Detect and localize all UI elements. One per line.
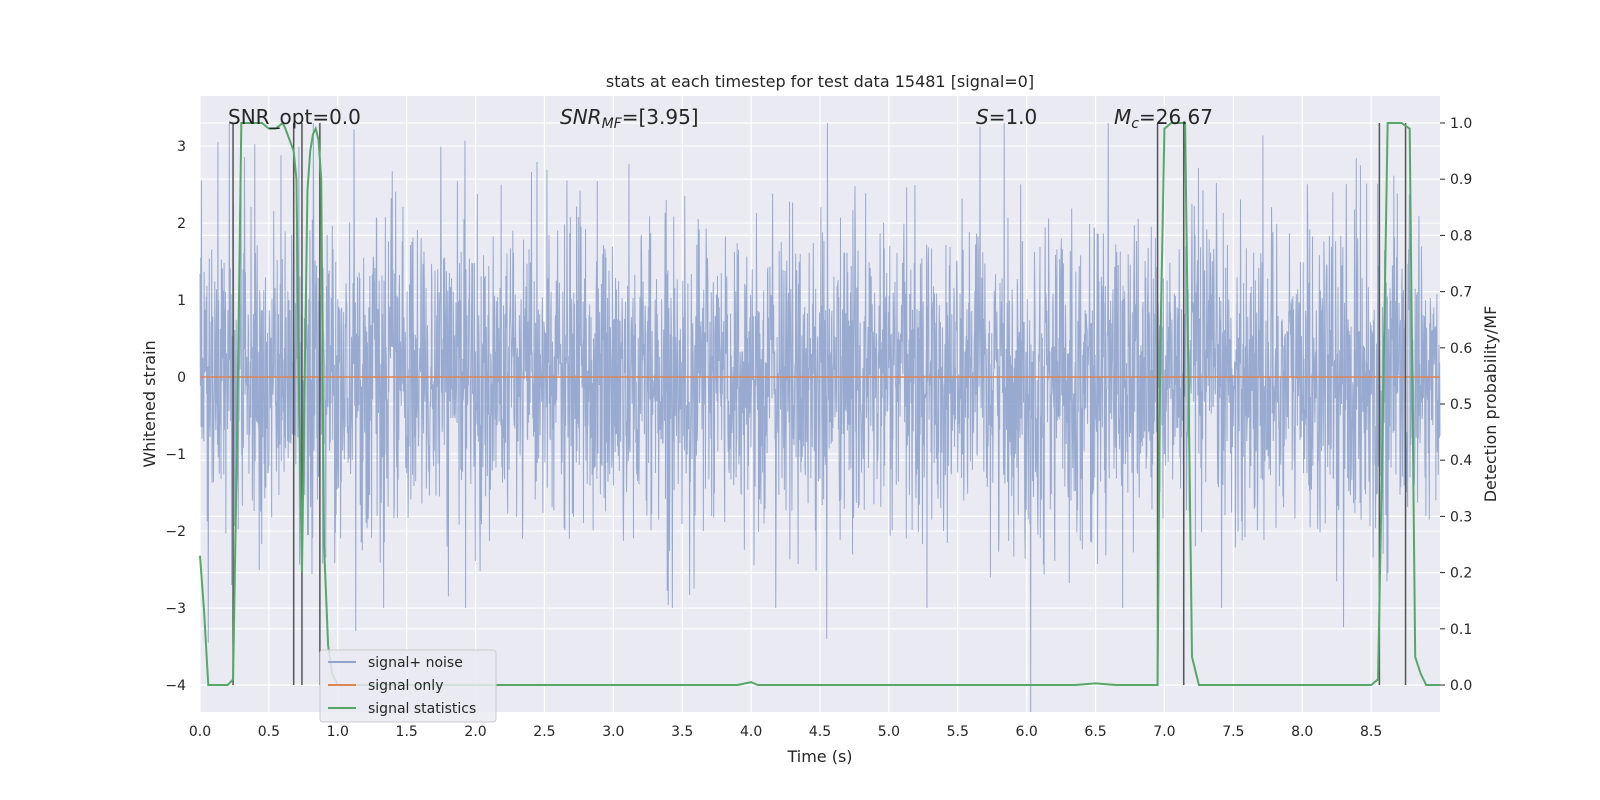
x-tick-label: 8.5 [1360,724,1382,740]
vertical-markers [232,122,1407,686]
y2-tick-label: 0.3 [1450,509,1472,525]
x-axis-ticks: 0.0 0.5 1.0 1.5 2.0 2.5 3.0 3.5 4.0 4.5 5.0 5.5 6.0 6… [189,724,1382,740]
x-axis-label: Time (s) [786,747,852,766]
series-signal-plus-noise [199,122,1441,713]
annotation-snr-mf-sub: MF [602,116,623,132]
y2-tick-label: 0.1 [1450,622,1472,638]
y2-tick-label: 0.4 [1450,453,1472,469]
x-tick-label: 5.5 [947,724,969,740]
x-tick-label: 6.5 [1084,724,1106,740]
x-tick-label: 7.5 [1222,724,1244,740]
x-tick-label: 2.5 [533,724,555,740]
noise-line [199,122,1441,713]
y2-tick-label: 0.7 [1450,285,1472,301]
annotation-snr-mf-main: SNR [560,105,602,129]
annotation-mc: Mc=26.67 [1114,105,1213,132]
y-tick-label: −2 [165,524,186,540]
y2-tick-label: 0.2 [1450,566,1472,582]
x-tick-label: 0.0 [189,724,211,740]
y2-tick-label: 0.5 [1450,397,1472,413]
y-tick-label: −3 [165,601,186,617]
annotation-snr-mf: SNRMF=[3.95] [560,105,699,132]
x-tick-label: 1.0 [327,724,349,740]
y-tick-label: 0 [177,370,186,386]
y2-tick-label: 1.0 [1450,116,1472,132]
legend-label-signal-only: signal only [368,678,443,694]
annotation-s: S=1.0 [976,105,1037,129]
x-tick-label: 3.0 [602,724,624,740]
y-tick-label: 1 [177,293,186,309]
annotation-snr-opt: SNR_opt=0.0 [228,105,361,129]
x-tick-label: 8.0 [1291,724,1313,740]
annotation-mc-value: =26.67 [1139,105,1213,129]
x-tick-label: 3.5 [671,724,693,740]
legend-label-signal-plus-noise: signal+ noise [368,655,463,671]
x-tick-label: 1.5 [396,724,418,740]
y-axis-ticks: 3 2 1 0 −1 −2 −3 −4 [165,139,186,694]
annotation-mc-main: M [1114,105,1131,129]
y-tick-label: 2 [177,216,186,232]
legend-box [319,649,497,723]
annotation-mc-sub: c [1131,116,1139,132]
legend: signal+ noise signal only signal statist… [319,649,497,723]
signal-statistics-line [199,121,1440,687]
y-tick-label: −4 [165,678,186,694]
annotation-s-main: S [976,105,989,129]
y2-tick-label: 0.6 [1450,341,1472,357]
annotation-snr-mf-value: =[3.95] [622,105,699,129]
x-tick-label: 4.5 [809,724,831,740]
y2-axis-ticks: 1.0 0.9 0.8 0.7 0.6 0.5 0.4 0.3 0.2 0.1 0.0 [1440,116,1472,694]
annotation-s-value: =1.0 [989,105,1038,129]
chart-title: stats at each timestep for test data 154… [606,72,1034,91]
x-tick-label: 0.5 [258,724,280,740]
y2-tick-label: 0.8 [1450,228,1472,244]
y-axis-label: Whitened strain [140,340,159,467]
series-signal-statistics [199,121,1440,687]
y-tick-label: 3 [177,139,186,155]
x-tick-label: 5.0 [878,724,900,740]
y-tick-label: −1 [165,447,186,463]
x-tick-label: 4.0 [740,724,762,740]
y2-tick-label: 0.0 [1450,678,1472,694]
x-tick-label: 2.0 [464,724,486,740]
x-tick-label: 6.0 [1016,724,1038,740]
y2-tick-label: 0.9 [1450,172,1472,188]
x-tick-label: 7.0 [1153,724,1175,740]
legend-label-signal-statistics: signal statistics [368,701,476,717]
y2-axis-label: Detection probability/MF [1481,306,1500,503]
